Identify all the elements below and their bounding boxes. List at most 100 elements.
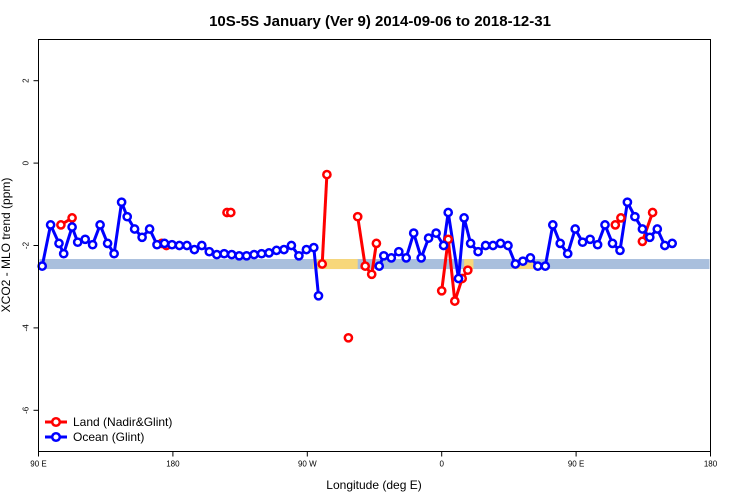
data-point-ocean bbox=[585, 234, 595, 245]
legend-label-ocean: Ocean (Glint) bbox=[73, 430, 144, 444]
x-tick-label: 180 bbox=[166, 460, 180, 469]
data-point-land bbox=[610, 220, 621, 230]
data-point-land bbox=[317, 259, 328, 269]
y-tick-label: 2 bbox=[22, 78, 31, 83]
data-point-land bbox=[616, 213, 626, 223]
data-point-ocean bbox=[378, 250, 389, 261]
legend-ocean-swatch-marker bbox=[50, 431, 62, 443]
data-point-ocean bbox=[234, 250, 245, 261]
data-point-ocean bbox=[503, 240, 513, 251]
data-point-ocean bbox=[95, 220, 105, 230]
data-point-ocean bbox=[122, 211, 133, 222]
data-point-land bbox=[343, 332, 354, 343]
data-point-ocean bbox=[67, 222, 77, 232]
data-point-ocean bbox=[129, 224, 140, 234]
data-point-ocean bbox=[637, 224, 648, 234]
data-point-ocean bbox=[438, 240, 449, 251]
data-point-ocean bbox=[271, 245, 282, 256]
legend-label-land: Land (Nadir&Glint) bbox=[73, 415, 172, 429]
data-point-ocean bbox=[480, 240, 491, 251]
data-point-land bbox=[360, 261, 371, 271]
series-line-land bbox=[640, 212, 655, 242]
data-point-land bbox=[436, 285, 447, 296]
data-point-ocean bbox=[313, 290, 324, 301]
data-point-ocean bbox=[294, 250, 304, 261]
data-point-ocean bbox=[622, 197, 633, 208]
x-tick-label: 90 E bbox=[30, 460, 46, 469]
data-point-ocean bbox=[386, 253, 397, 263]
data-point-ocean bbox=[644, 232, 655, 243]
data-point-ocean bbox=[226, 249, 237, 260]
data-point-ocean bbox=[525, 253, 536, 263]
data-point-ocean bbox=[256, 248, 267, 259]
data-point-ocean bbox=[144, 224, 155, 234]
data-point-ocean bbox=[659, 240, 670, 251]
data-point-land bbox=[647, 207, 658, 218]
data-point-land bbox=[449, 296, 460, 306]
data-point-ocean bbox=[607, 238, 618, 249]
data-point-ocean bbox=[249, 249, 259, 260]
data-point-ocean bbox=[196, 240, 207, 251]
series-lines bbox=[40, 174, 673, 303]
y-tick-label: -2 bbox=[22, 241, 31, 249]
data-point-ocean bbox=[87, 239, 98, 250]
data-point-ocean bbox=[577, 237, 588, 248]
data-point-ocean bbox=[301, 244, 312, 255]
data-point-ocean bbox=[453, 273, 464, 284]
data-point-ocean bbox=[652, 224, 663, 234]
x-tick-label: 90 W bbox=[298, 460, 317, 469]
y-axis-ticks: -6 -4 -2 0 2 bbox=[22, 78, 39, 414]
data-point-ocean bbox=[393, 246, 404, 257]
data-point-ocean bbox=[592, 239, 603, 250]
x-tick-label: 180 bbox=[704, 460, 718, 469]
land-band-segment bbox=[464, 259, 474, 270]
x-axis-label: Longitude (deg E) bbox=[326, 478, 421, 492]
data-point-ocean bbox=[667, 238, 678, 249]
data-point-ocean bbox=[630, 211, 640, 222]
data-point-ocean bbox=[167, 239, 177, 250]
data-point-ocean bbox=[570, 224, 581, 234]
data-point-ocean bbox=[80, 234, 91, 245]
data-point-ocean bbox=[562, 248, 573, 259]
data-point-ocean bbox=[102, 238, 113, 249]
data-point-ocean bbox=[408, 228, 419, 238]
series-points bbox=[37, 169, 678, 343]
data-point-ocean bbox=[264, 248, 274, 258]
data-point-ocean bbox=[473, 246, 483, 257]
data-point-ocean bbox=[488, 240, 498, 251]
data-point-ocean bbox=[37, 261, 48, 271]
data-point-ocean bbox=[54, 238, 64, 249]
data-point-ocean bbox=[532, 261, 543, 271]
data-point-land bbox=[352, 211, 363, 222]
data-point-ocean bbox=[600, 220, 610, 230]
data-point-land bbox=[56, 220, 66, 230]
data-point-ocean bbox=[459, 213, 469, 223]
data-point-land bbox=[637, 236, 648, 247]
data-point-ocean bbox=[116, 197, 127, 208]
data-point-land bbox=[67, 213, 77, 223]
y-tick-label: 0 bbox=[22, 160, 31, 165]
data-point-ocean bbox=[443, 207, 454, 218]
data-point-ocean bbox=[286, 240, 297, 251]
data-point-ocean bbox=[72, 237, 83, 248]
x-tick-label: 90 E bbox=[568, 460, 584, 469]
data-point-ocean bbox=[137, 232, 147, 243]
series-line-land bbox=[356, 216, 378, 276]
data-point-ocean bbox=[547, 220, 558, 230]
data-point-ocean bbox=[416, 253, 427, 263]
data-point-ocean bbox=[174, 240, 185, 251]
x-axis-ticks: 90 E 180 90 W 0 90 E 180 bbox=[30, 451, 718, 469]
data-point-land bbox=[371, 238, 382, 249]
data-point-ocean bbox=[510, 259, 521, 269]
legend: Land (Nadir&Glint) Ocean (Glint) bbox=[45, 415, 172, 444]
data-point-land bbox=[366, 269, 377, 280]
data-point-ocean bbox=[204, 246, 215, 257]
legend-land-swatch-marker bbox=[50, 416, 62, 428]
data-point-ocean bbox=[518, 256, 528, 267]
y-tick-label: -4 bbox=[22, 324, 31, 332]
y-tick-label: -6 bbox=[22, 406, 31, 414]
data-point-ocean bbox=[182, 240, 192, 251]
data-point-ocean bbox=[540, 261, 551, 271]
data-point-ocean bbox=[401, 253, 412, 263]
